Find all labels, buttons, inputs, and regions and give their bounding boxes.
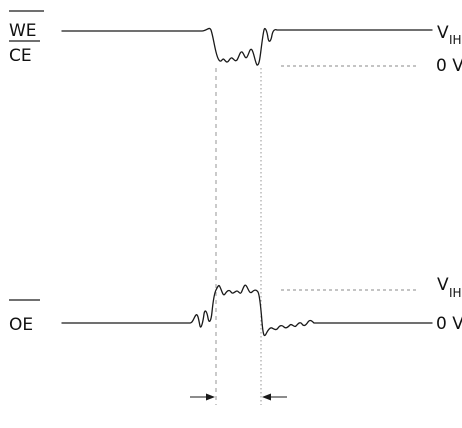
left-timing-arrow xyxy=(190,393,215,401)
top-v-letter: V xyxy=(437,23,449,43)
oe-signal-label: OE xyxy=(9,315,33,335)
ce-signal-label: CE xyxy=(9,46,32,66)
bottom-zero-v-label: 0 V xyxy=(436,314,462,334)
oe-waveform xyxy=(61,284,433,337)
we-signal-label: WE xyxy=(9,21,37,41)
bottom-v-letter: V xyxy=(437,275,449,295)
ce-signal-label-group: CE xyxy=(9,40,40,66)
we-ce-waveform xyxy=(61,27,433,66)
bottom-vih-label: V IH xyxy=(437,275,462,300)
we-signal-label-group: WE xyxy=(9,10,44,41)
right-timing-arrow xyxy=(262,393,287,401)
top-vih-label: V IH xyxy=(437,23,462,47)
oe-signal-label-group: OE xyxy=(9,299,40,335)
top-zero-v-label: 0 V xyxy=(436,56,462,76)
bottom-ih-subscript: IH xyxy=(449,286,462,300)
top-ih-subscript: IH xyxy=(449,33,462,47)
